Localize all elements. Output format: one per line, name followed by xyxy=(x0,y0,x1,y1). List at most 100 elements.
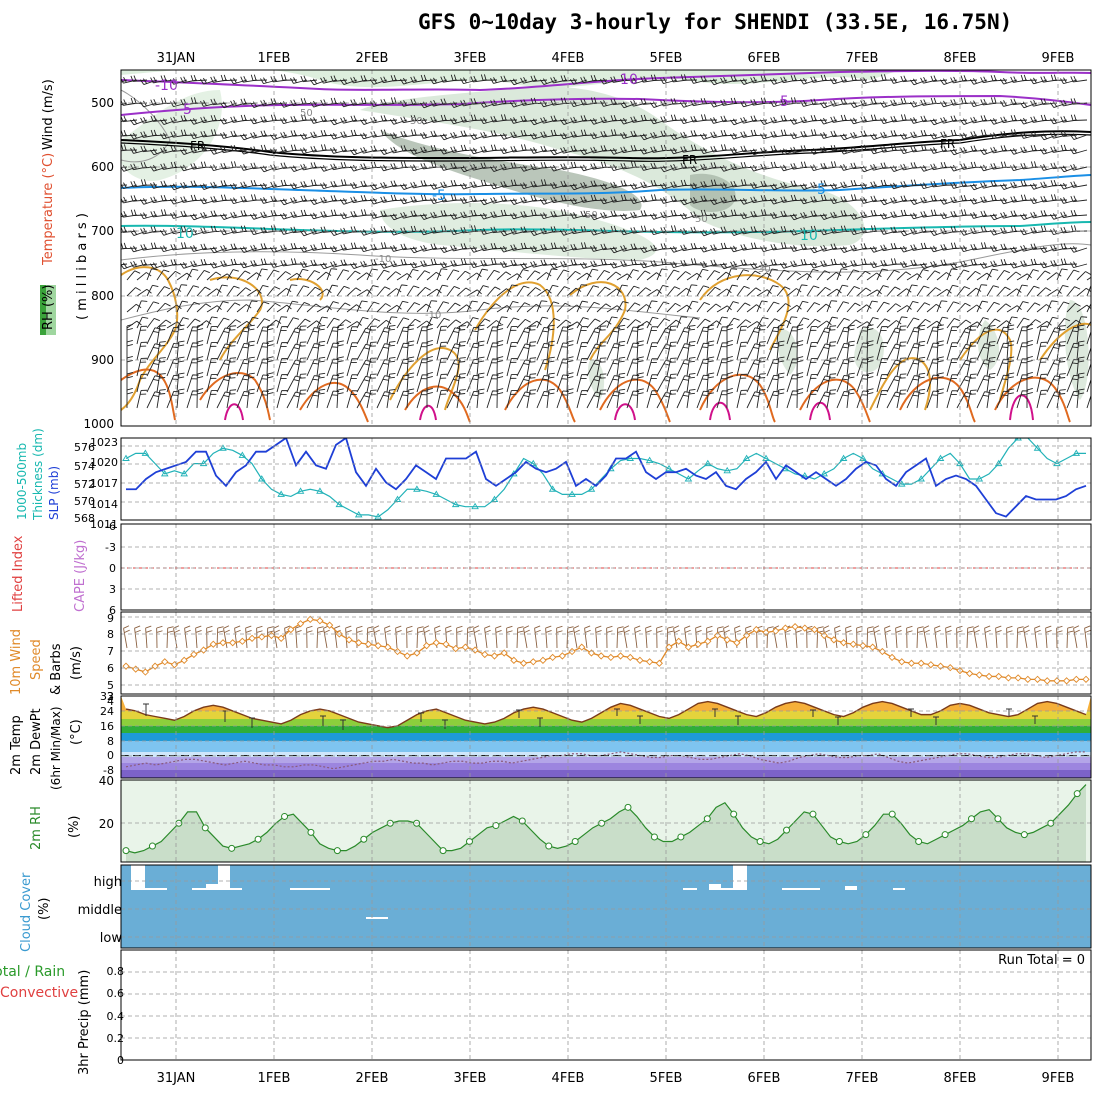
wind-barb xyxy=(400,211,418,219)
wind-barb xyxy=(490,77,508,84)
slp-tick-1011: 1011 xyxy=(90,518,118,531)
wind-barb xyxy=(546,284,559,297)
wind10m-marker xyxy=(995,672,1003,681)
wind-barb xyxy=(966,389,977,409)
wind-barb xyxy=(196,324,204,345)
wind-barb xyxy=(386,324,396,345)
thickness-ticks: 576 574 572 570 568 xyxy=(74,441,95,525)
rh-plot xyxy=(121,780,1091,862)
wind-barb xyxy=(266,324,274,345)
wind-barb xyxy=(620,213,638,220)
wind-barb xyxy=(176,324,185,345)
wind-barb xyxy=(366,318,381,329)
slp-tick-1017: 1017 xyxy=(90,477,118,490)
rh-marker xyxy=(703,815,711,823)
thickness-tick-572: 572 xyxy=(74,478,95,491)
wind-barb xyxy=(636,324,644,345)
wind-barb xyxy=(1056,625,1063,649)
wind-barb xyxy=(480,212,498,220)
wind-barb xyxy=(536,272,552,281)
wind-barb xyxy=(1056,268,1068,281)
wind-barb xyxy=(736,285,750,297)
wind-barb xyxy=(820,117,838,125)
wind-barb xyxy=(366,268,378,281)
wind-barb xyxy=(310,212,328,220)
precip-tick-08: 0.8 xyxy=(107,965,125,978)
wind-barb xyxy=(406,324,415,345)
wind-barb xyxy=(986,388,996,409)
wind-barb xyxy=(876,374,888,393)
wind-barb xyxy=(546,388,555,409)
wind-barb xyxy=(586,268,599,281)
wind-barb xyxy=(616,324,626,345)
temperature-band xyxy=(121,763,1091,770)
wind-barb xyxy=(200,183,218,190)
wind-barb xyxy=(390,118,408,125)
wind-barb xyxy=(656,343,672,361)
wind-barb xyxy=(850,117,868,125)
date-label-bottom: 9FEB xyxy=(1042,1071,1075,1086)
wind-barb xyxy=(626,319,641,329)
ylabel-thickness-b: Thickness (dm) xyxy=(31,428,45,521)
minmax-whisker xyxy=(835,716,841,725)
wind-barb xyxy=(640,261,658,269)
rh-ticks: 40 20 xyxy=(99,774,114,831)
wind-barb xyxy=(984,625,991,649)
wind-barb xyxy=(750,182,768,189)
wind-tick-6: 6 xyxy=(107,662,114,675)
wind-barb xyxy=(970,116,988,124)
wind-barb xyxy=(495,625,502,649)
li-tick-m6: -6 xyxy=(105,520,116,533)
wind-barb xyxy=(460,99,478,107)
wind-barb xyxy=(570,116,588,124)
wind-barb xyxy=(926,270,941,281)
wind-barb xyxy=(646,272,662,281)
wind-barb xyxy=(516,302,531,313)
rh-marker xyxy=(148,842,156,850)
cloud-level-labels: high middle low xyxy=(78,875,123,946)
wind-barb xyxy=(576,317,589,329)
wind-barb xyxy=(650,117,668,125)
thickness-marker xyxy=(199,459,208,467)
rh-marker xyxy=(254,835,262,843)
wind-barb xyxy=(406,356,415,377)
wind-barb xyxy=(916,626,924,649)
wind-barb xyxy=(266,372,274,393)
wind-barb xyxy=(1026,372,1033,392)
wind-barb xyxy=(310,198,328,205)
wind-barb xyxy=(836,284,849,297)
wind-barb xyxy=(956,625,963,649)
wind-barb xyxy=(1006,625,1013,649)
wind-barb xyxy=(330,245,348,253)
temperature-ticks: 32 24 16 8 0 -8 xyxy=(100,690,114,777)
wind-barb xyxy=(410,181,428,189)
wind-barb xyxy=(560,229,578,236)
wind-barb xyxy=(640,133,658,141)
wind-barb xyxy=(326,268,338,281)
wind-barb xyxy=(580,262,598,269)
wind-barb xyxy=(500,147,518,155)
wind10m-marker xyxy=(801,624,809,632)
wind-barb xyxy=(670,133,688,140)
wind-barb xyxy=(396,300,409,313)
wind-barb xyxy=(980,148,998,155)
wind-barb xyxy=(156,357,166,377)
wind-barb xyxy=(946,284,959,297)
contour-label-temp-m10-b: -10 xyxy=(615,72,638,88)
wind-barb xyxy=(220,244,238,252)
wind-barb xyxy=(916,285,930,297)
wind-barb xyxy=(546,324,555,345)
wind-barb xyxy=(1040,133,1058,141)
wind-barb xyxy=(226,285,240,297)
wind-barb xyxy=(810,261,828,269)
date-label-bottom: 31JAN xyxy=(157,1071,196,1086)
wind-barb xyxy=(140,116,158,124)
wind-barb xyxy=(666,373,677,393)
wind-barb xyxy=(610,246,628,254)
wind-barb xyxy=(1046,272,1062,281)
wind-barb xyxy=(630,77,648,85)
wind-barb xyxy=(236,287,252,297)
wind-barb xyxy=(156,341,166,361)
wind-barb xyxy=(926,287,941,297)
wind10m-marker xyxy=(519,659,528,667)
